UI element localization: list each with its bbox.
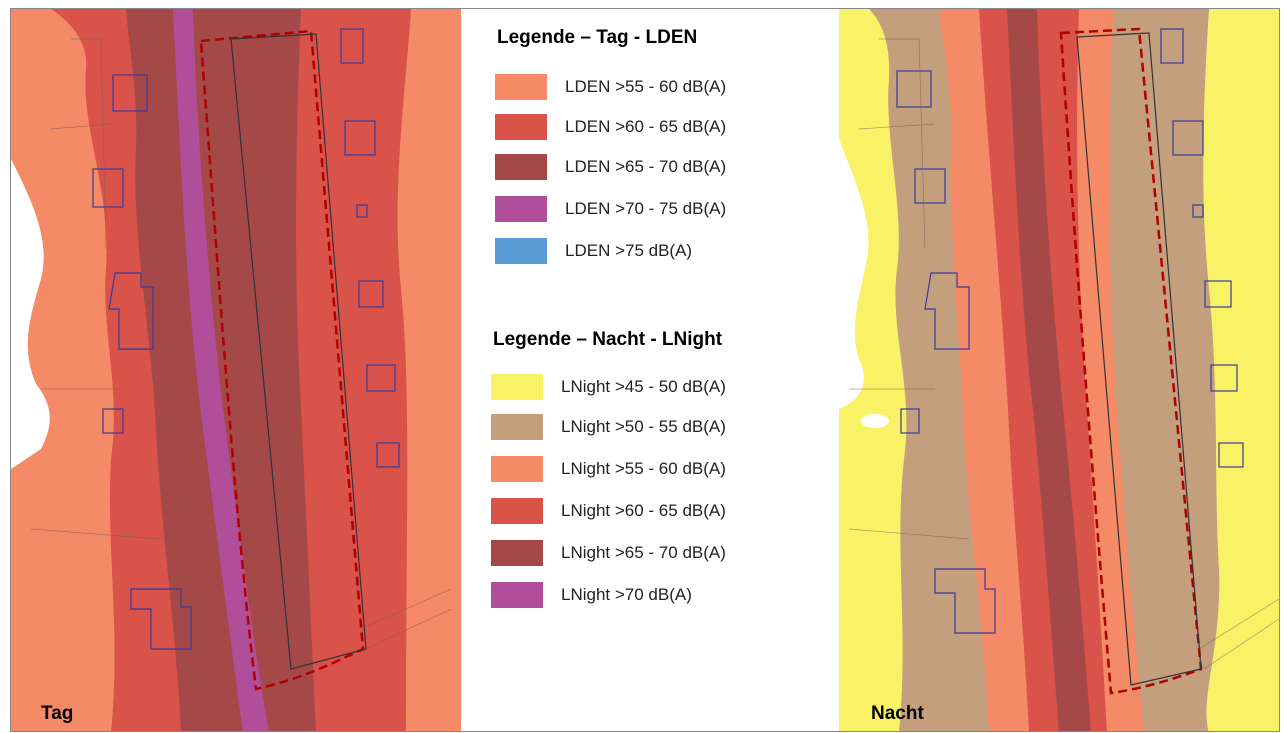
legend-label: LNight >70 dB(A) — [561, 585, 692, 604]
day-building-outlines — [92, 28, 400, 650]
legend-day-title: Legende – Tag - LDEN — [497, 27, 698, 48]
night-plan-boundary — [1059, 27, 1203, 695]
legend-label: LNight >55 - 60 dB(A) — [561, 459, 726, 478]
legend-night-item: LNight >55 - 60 dB(A) — [491, 455, 726, 483]
legend-label: LDEN >65 - 70 dB(A) — [565, 157, 727, 176]
legend-day-item: LDEN >60 - 65 dB(A) — [495, 113, 726, 141]
night-parcel-lines — [848, 38, 1279, 670]
legend-label: LNight >45 - 50 dB(A) — [561, 377, 726, 396]
noise-map-figure: Tag Legende – Tag - LDEN LDEN >55 - 60 d… — [10, 8, 1280, 732]
legend-night-item: LNight >45 - 50 dB(A) — [491, 373, 726, 401]
day-noise-map: Tag — [11, 9, 461, 731]
night-quiet-spot — [861, 414, 889, 428]
legend-swatch — [491, 540, 543, 566]
legend-swatch — [495, 238, 547, 264]
legend-night-item: LNight >65 - 70 dB(A) — [491, 539, 726, 567]
night-building-outlines — [896, 28, 1244, 634]
legend-swatch — [495, 114, 547, 140]
night-zone-65-70 — [1007, 9, 1091, 731]
legend-swatch — [495, 154, 547, 180]
night-map-caption: Nacht — [871, 703, 924, 724]
legend-label: LDEN >60 - 65 dB(A) — [565, 117, 727, 136]
night-noise-map: Nacht — [839, 9, 1279, 731]
legend-label: LNight >50 - 55 dB(A) — [561, 417, 726, 436]
legend-day-item: LDEN >65 - 70 dB(A) — [495, 153, 726, 181]
legend-label: LNight >60 - 65 dB(A) — [561, 501, 726, 520]
legend-night-item: LNight >50 - 55 dB(A) — [491, 413, 726, 441]
legend-swatch — [491, 456, 543, 482]
day-plan-boundary — [199, 29, 365, 691]
legend-label: LDEN >55 - 60 dB(A) — [565, 77, 727, 96]
legend-night-item: LNight >70 dB(A) — [491, 581, 692, 609]
night-map-canvas — [839, 9, 1279, 731]
legend-swatch — [491, 582, 543, 608]
legend-night-title: Legende – Nacht - LNight — [493, 329, 723, 350]
legend-panel: Legende – Tag - LDEN LDEN >55 - 60 dB(A)… — [491, 9, 851, 731]
legend-swatch — [495, 74, 547, 100]
legend-swatch — [491, 414, 543, 440]
legend-night-item: LNight >60 - 65 dB(A) — [491, 497, 726, 525]
day-zone-65-70 — [126, 9, 316, 731]
legend-day-item: LDEN >55 - 60 dB(A) — [495, 73, 726, 101]
legend-label: LDEN >70 - 75 dB(A) — [565, 199, 727, 218]
legend-day-item: LDEN >70 - 75 dB(A) — [495, 195, 726, 223]
day-map-caption: Tag — [41, 703, 74, 724]
day-zone-70-75 — [173, 9, 269, 731]
legend-label: LNight >65 - 70 dB(A) — [561, 543, 726, 562]
legend-swatch — [491, 374, 543, 400]
night-track-outline — [1076, 32, 1202, 686]
legend-day-item: LDEN >75 dB(A) — [495, 237, 692, 265]
day-map-canvas — [11, 9, 461, 731]
night-quiet-area — [839, 139, 869, 409]
legend-swatch — [495, 196, 547, 222]
legend-label: LDEN >75 dB(A) — [565, 241, 693, 260]
day-parcel-lines — [30, 38, 452, 650]
day-quiet-area — [11, 159, 50, 469]
legend-swatch — [491, 498, 543, 524]
